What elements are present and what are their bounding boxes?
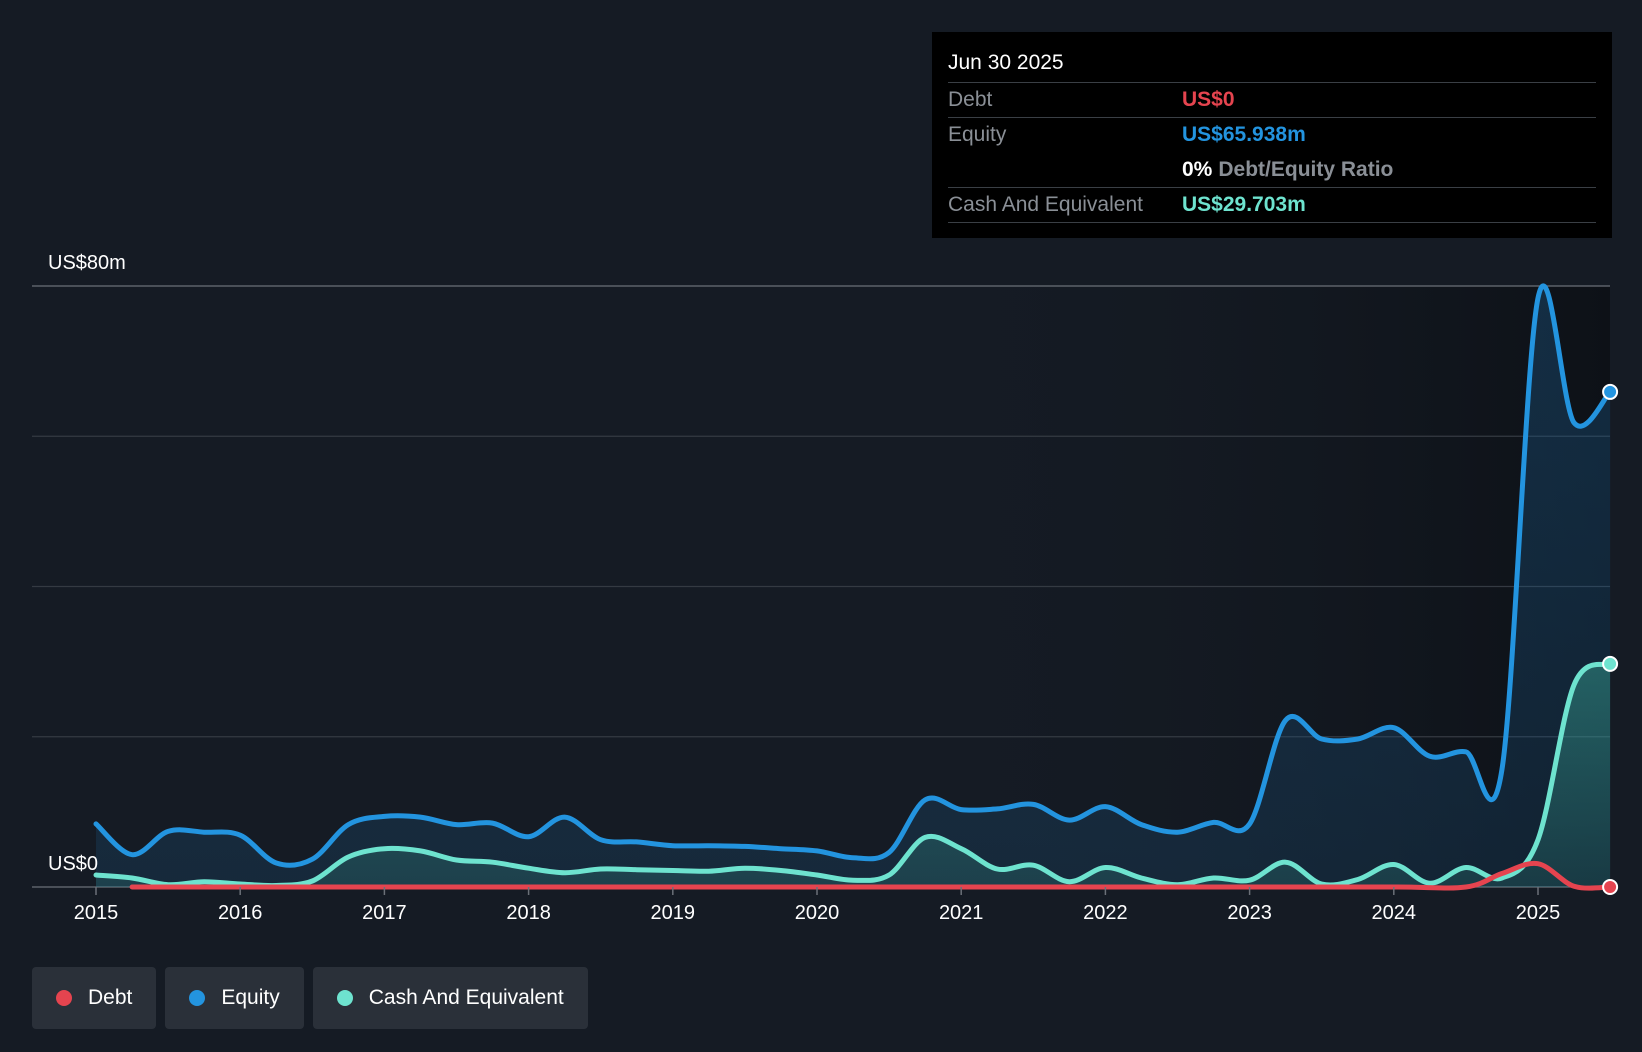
cash-and-equivalent-line bbox=[93, 661, 1613, 889]
tooltip-ratio-label: Debt/Equity Ratio bbox=[1218, 158, 1394, 181]
equity-area bbox=[96, 285, 1611, 887]
debt-endpoint bbox=[1602, 879, 1619, 895]
tooltip-ratio-value: 0% bbox=[1182, 158, 1213, 181]
legend-item-cash[interactable]: Cash And Equivalent bbox=[312, 967, 588, 1029]
x-tick-label: 2025 bbox=[1516, 902, 1561, 924]
tooltip-cash-row: Cash And Equivalent US$29.703m bbox=[948, 187, 1596, 223]
tooltip-date: Jun 30 2025 bbox=[948, 51, 1064, 74]
legend-item-debt[interactable]: Debt bbox=[32, 967, 157, 1029]
legend-label-debt: Debt bbox=[88, 986, 133, 1009]
x-tick-label: 2022 bbox=[1083, 902, 1128, 924]
tooltip-cash-label: Cash And Equivalent bbox=[948, 193, 1143, 216]
tooltip-debt-label: Debt bbox=[948, 88, 993, 111]
tooltip-debt-row: Debt US$0 bbox=[948, 82, 1596, 117]
y-axis-top-label: US$80m bbox=[48, 252, 126, 274]
chart-legend: Debt Equity Cash And Equivalent bbox=[32, 967, 597, 1029]
cash-dot-icon bbox=[336, 990, 353, 1006]
tooltip-equity-label: Equity bbox=[948, 123, 1007, 146]
legend-item-equity[interactable]: Equity bbox=[165, 967, 304, 1029]
tooltip-equity-value: US$65.938m bbox=[1182, 123, 1306, 146]
equity-endpoint bbox=[1602, 383, 1619, 400]
equity-dot-icon bbox=[189, 990, 206, 1006]
tooltip-debt-value: US$0 bbox=[1182, 88, 1235, 111]
x-tick-label: 2018 bbox=[506, 902, 551, 924]
x-tick-label: 2017 bbox=[362, 902, 407, 924]
x-tick-label: 2024 bbox=[1372, 902, 1417, 924]
tooltip-equity-row: Equity US$65.938m bbox=[948, 117, 1596, 152]
x-tick-label: 2021 bbox=[939, 902, 984, 924]
x-tick-label: 2019 bbox=[651, 902, 696, 924]
cash-and-equivalent-endpoint bbox=[1602, 655, 1619, 672]
legend-label-equity: Equity bbox=[221, 986, 280, 1009]
y-axis-bottom-label: US$0 bbox=[48, 853, 98, 875]
tooltip-cash-value: US$29.703m bbox=[1182, 193, 1306, 216]
legend-label-cash: Cash And Equivalent bbox=[368, 986, 564, 1009]
data-tooltip: Jun 30 2025 Debt US$0 Equity US$65.938m … bbox=[932, 32, 1612, 238]
tooltip-ratio-row: 0% Debt/Equity Ratio bbox=[948, 152, 1596, 187]
x-tick-label: 2020 bbox=[795, 902, 840, 924]
debt-dot-icon bbox=[56, 990, 72, 1006]
equity-line bbox=[93, 283, 1613, 868]
x-tick-label: 2015 bbox=[74, 902, 119, 924]
x-tick-label: 2016 bbox=[218, 902, 263, 924]
x-tick-label: 2023 bbox=[1227, 902, 1272, 924]
